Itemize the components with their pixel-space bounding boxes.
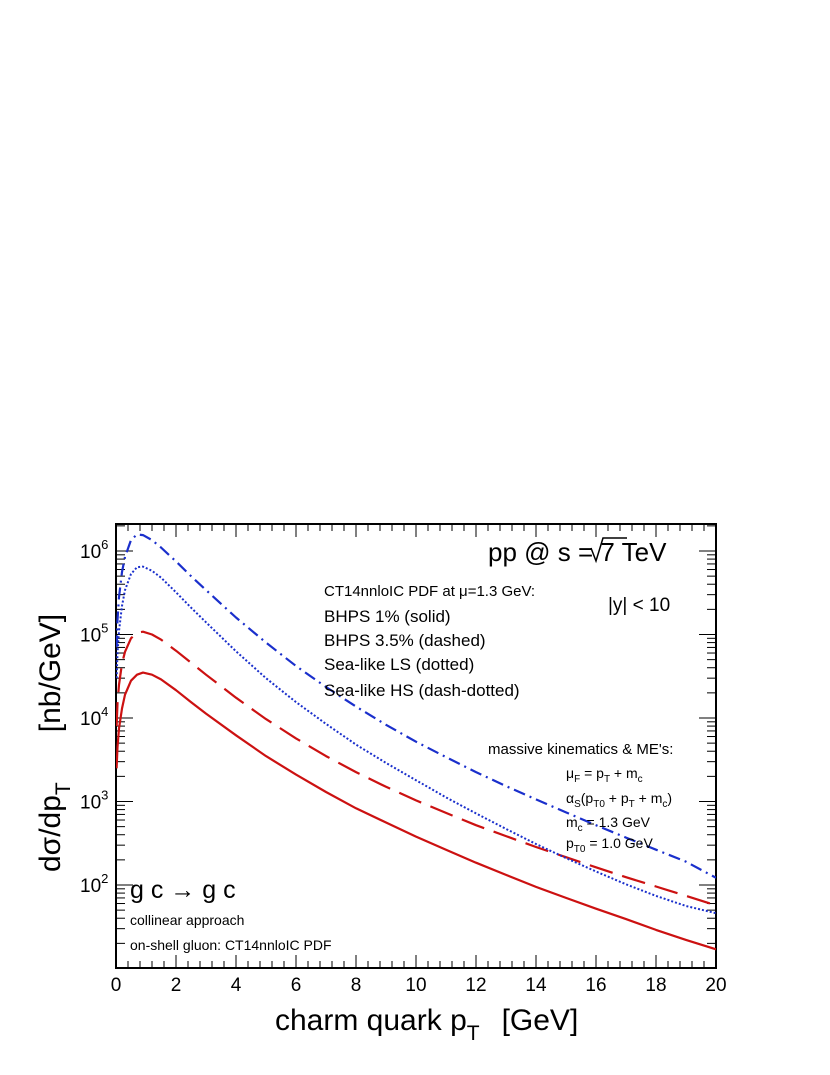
- kinematics-muF: μF = pT + mc: [566, 765, 643, 785]
- x-tick-labels: 0 2 4 6 8 10 12 14 16 18 20: [111, 975, 727, 996]
- approach-label: collinear approach: [130, 912, 244, 928]
- pdf-label: CT14nnloIC PDF at μ=1.3 GeV:: [324, 583, 535, 600]
- kinematics-pt0: pT0 = 1.0 GeV: [566, 835, 653, 855]
- y-axis-title: dσ/dpT[nb/GeV]: [34, 614, 75, 872]
- x-tick-label: 8: [351, 975, 362, 996]
- rapidity-label: |y| < 10: [608, 595, 670, 616]
- kinematics-mc: mc = 1.3 GeV: [566, 814, 651, 834]
- x-tick-label: 6: [291, 975, 302, 996]
- x-tick-label: 14: [525, 975, 547, 996]
- sqrt-sign: [590, 537, 627, 564]
- series-line-1: [116, 671, 716, 951]
- kinematics-title: massive kinematics & ME's:: [488, 741, 673, 758]
- x-tick-label: 2: [171, 975, 182, 996]
- series-layer: [116, 533, 716, 951]
- gluon-label: on-shell gluon: CT14nnloIC PDF: [130, 937, 332, 953]
- x-tick-label: 12: [465, 975, 486, 996]
- y-tick-label: 102: [80, 871, 108, 897]
- kinematics-alpha: αS(pT0 + pT + mc): [566, 790, 672, 810]
- legend-entry-bhps35: BHPS 3.5% (dashed): [324, 631, 486, 650]
- y-tick-label: 106: [80, 537, 108, 563]
- x-tick-label: 20: [705, 975, 726, 996]
- series-line-2: [116, 630, 716, 907]
- x-axis-title: charm quark pT [GeV]: [275, 1004, 578, 1045]
- x-tick-label: 18: [645, 975, 666, 996]
- y-tick-labels: 102 103 104 105 106: [80, 537, 108, 897]
- x-tick-label: 4: [231, 975, 242, 996]
- legend-entry-bhps1: BHPS 1% (solid): [324, 607, 451, 626]
- legend-entry-sea-ls: Sea-like LS (dotted): [324, 655, 474, 674]
- legend: BHPS 1% (solid) BHPS 3.5% (dashed) Sea-l…: [324, 607, 520, 700]
- series-line-4: [116, 533, 716, 879]
- x-tick-label: 16: [585, 975, 606, 996]
- x-tick-label: 0: [111, 975, 122, 996]
- x-tick-label: 10: [405, 975, 426, 996]
- y-tick-label: 104: [80, 704, 108, 730]
- axis-ticks: [115, 524, 717, 968]
- y-tick-label: 103: [80, 788, 108, 814]
- y-tick-label: 105: [80, 621, 108, 647]
- energy-label: pp @ s = 7 TeV: [488, 537, 667, 567]
- kinematics-block: massive kinematics & ME's: μF = pT + mc …: [488, 741, 673, 855]
- process-label: g c → g c: [130, 876, 236, 904]
- legend-entry-sea-hs: Sea-like HS (dash-dotted): [324, 681, 520, 700]
